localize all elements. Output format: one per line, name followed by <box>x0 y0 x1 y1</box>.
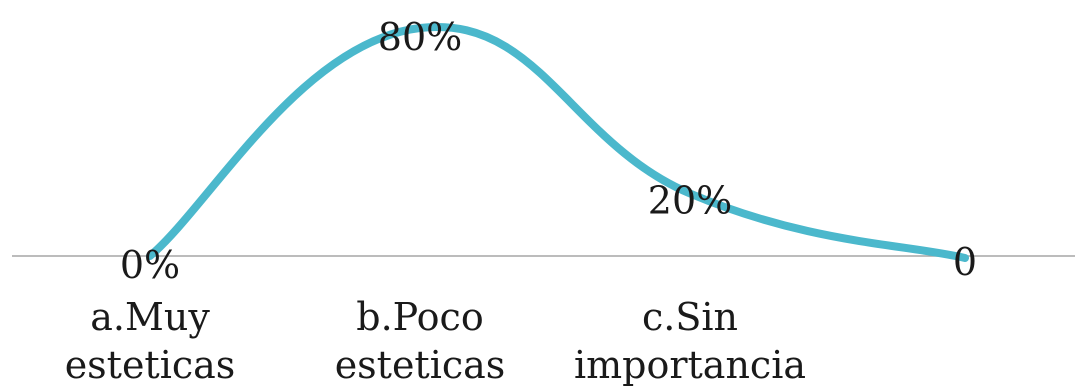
data-label-1: 80% <box>378 15 462 59</box>
data-label-2: 20% <box>648 179 732 223</box>
x-tick-label-line: esteticas <box>335 343 506 387</box>
data-labels: 0% 80% 20% 0 <box>120 15 977 287</box>
x-tick-label-line: a.Muy <box>90 295 210 339</box>
series-line <box>146 22 969 262</box>
x-tick-label-line: importancia <box>574 343 806 387</box>
x-tick-label-line: esteticas <box>65 343 236 387</box>
x-tick-label-2: c.Sin importancia <box>574 295 806 387</box>
x-tick-label-1: b.Poco esteticas <box>335 295 506 387</box>
data-label-0: 0% <box>120 243 180 287</box>
x-tick-label-line: c.Sin <box>642 295 738 339</box>
x-tick-label-line: b.Poco <box>356 295 483 339</box>
data-label-3: 0 <box>953 240 977 284</box>
x-tick-label-0: a.Muy esteticas <box>65 295 236 387</box>
